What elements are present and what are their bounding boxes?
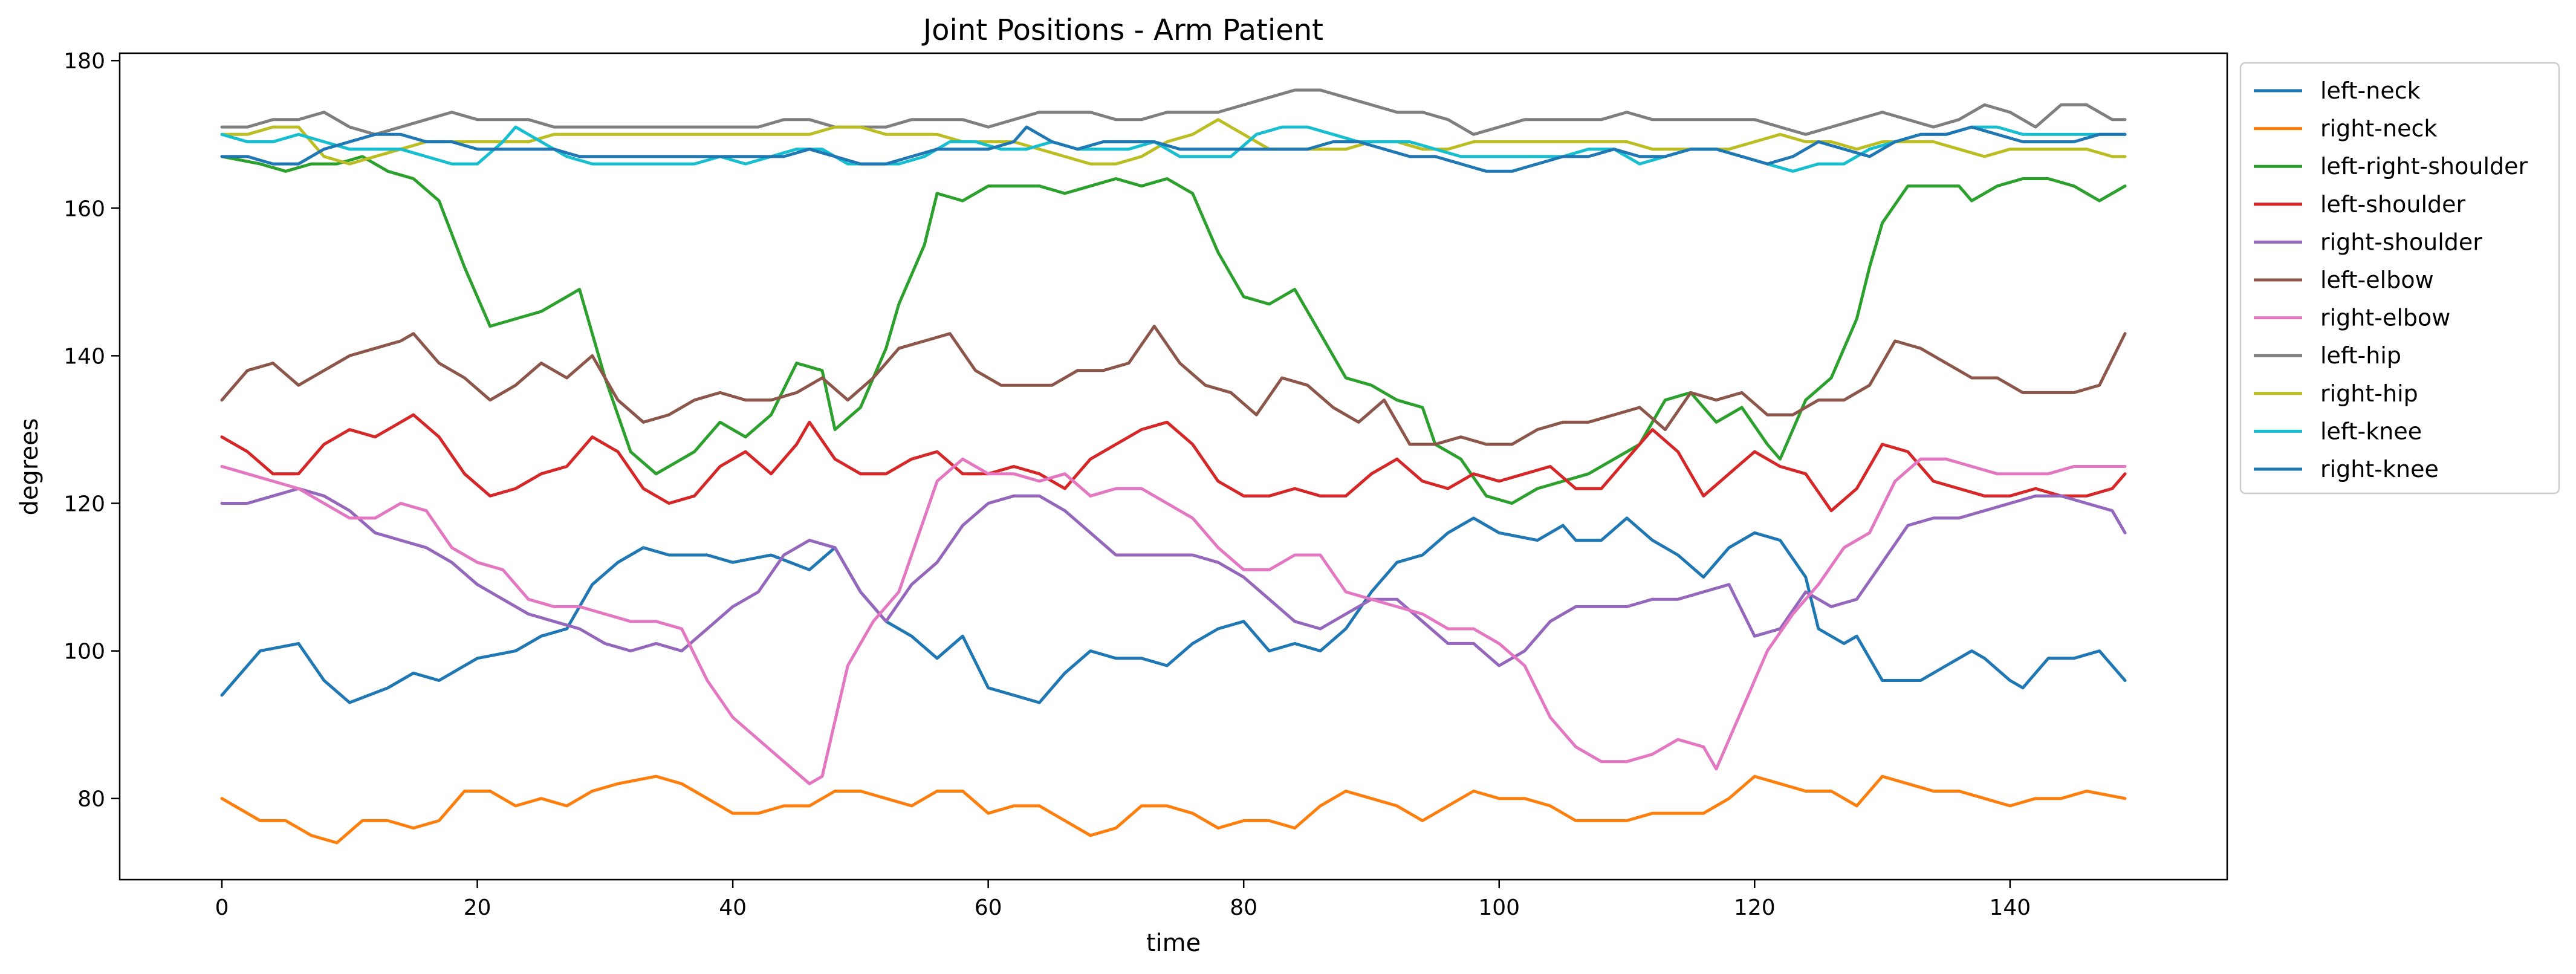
legend-item-left-elbow: left-elbow	[2254, 267, 2434, 293]
x-tick-label: 140	[1989, 895, 2031, 920]
legend-item-right-hip: right-hip	[2254, 380, 2418, 407]
legend-label: left-elbow	[2320, 267, 2434, 293]
legend-item-left-knee: left-knee	[2254, 418, 2422, 444]
legend-items: left-neck right-neck left-right-shoulder le…	[2254, 77, 2528, 482]
y-tick-label: 180	[63, 49, 105, 74]
y-tick-label: 120	[63, 492, 105, 517]
series-line-right-hip	[220, 118, 2127, 166]
series-line-left-elbow	[220, 325, 2127, 446]
legend-item-right-neck: right-neck	[2254, 115, 2437, 142]
legend-label: right-hip	[2320, 380, 2418, 407]
x-axis: 0 20 40 60 80 100 120 140	[215, 880, 2031, 920]
series-line-left-right-shoulder	[220, 155, 2127, 505]
y-axis-label: degrees	[16, 418, 44, 515]
series-line-left-knee	[220, 125, 2127, 173]
legend-label: right-neck	[2320, 115, 2437, 142]
legend-item-right-knee: right-knee	[2254, 456, 2439, 482]
legend-label: right-elbow	[2320, 305, 2450, 331]
legend-item-right-shoulder: right-shoulder	[2254, 229, 2482, 255]
x-tick-label: 20	[464, 895, 492, 920]
series-line-right-elbow	[220, 457, 2127, 785]
x-tick-label: 40	[719, 895, 747, 920]
legend-item-left-hip: left-hip	[2254, 342, 2401, 369]
x-tick-label: 60	[975, 895, 1002, 920]
y-tick-label: 140	[63, 344, 105, 369]
x-axis-label: time	[1146, 929, 1201, 957]
x-tick-label: 0	[215, 895, 229, 920]
series-line-left-hip	[220, 88, 2127, 136]
legend-label: right-knee	[2320, 456, 2439, 482]
series-line-left-shoulder	[220, 413, 2127, 513]
y-axis: 80 100 120 140 160 180	[63, 49, 120, 812]
legend: left-neck right-neck left-right-shoulder le…	[2239, 62, 2560, 495]
chart-title: Joint Positions - Arm Patient	[921, 13, 1323, 47]
legend-frame	[2239, 62, 2560, 495]
plot-area	[118, 52, 2228, 881]
x-tick-label: 120	[1734, 895, 1776, 920]
legend-label: left-hip	[2320, 342, 2401, 369]
legend-label: left-neck	[2320, 77, 2421, 104]
axes-frame	[118, 52, 2228, 881]
y-tick-label: 100	[63, 640, 105, 664]
legend-item-left-right-shoulder: left-right-shoulder	[2254, 153, 2528, 180]
series-group	[220, 88, 2127, 845]
legend-item-right-elbow: right-elbow	[2254, 305, 2450, 331]
legend-label: left-knee	[2320, 418, 2422, 444]
series-line-left-neck	[220, 516, 2127, 704]
series-line-right-neck	[220, 774, 2127, 845]
series-line-right-knee	[220, 125, 2127, 173]
series-line-right-shoulder	[220, 487, 2127, 667]
y-tick-label: 160	[63, 196, 105, 221]
x-tick-label: 80	[1230, 895, 1257, 920]
legend-item-left-neck: left-neck	[2254, 77, 2421, 104]
legend-label: left-right-shoulder	[2320, 153, 2528, 180]
legend-label: right-shoulder	[2320, 229, 2482, 255]
legend-item-left-shoulder: left-shoulder	[2254, 191, 2466, 218]
x-tick-label: 100	[1478, 895, 1520, 920]
y-tick-label: 80	[77, 787, 105, 812]
legend-label: left-shoulder	[2320, 191, 2466, 218]
